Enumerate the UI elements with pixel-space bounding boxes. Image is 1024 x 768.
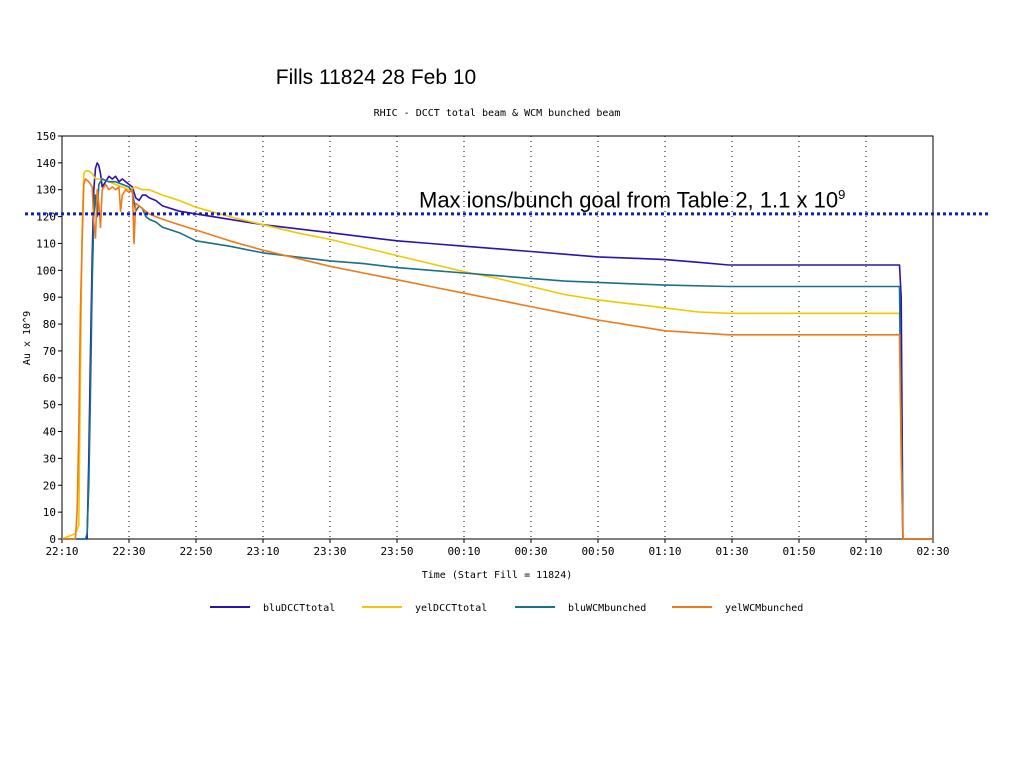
series-line-bluDCCTtotal <box>62 162 933 540</box>
y-tick-label: 150 <box>36 130 56 143</box>
y-tick-label: 130 <box>36 184 56 197</box>
legend-label-bluWCMbunched: bluWCMbunched <box>568 603 646 614</box>
y-tick-label: 70 <box>43 345 56 358</box>
y-tick-label: 40 <box>43 426 56 439</box>
x-tick-label: 23:10 <box>246 545 279 558</box>
y-tick-label: 60 <box>43 372 56 385</box>
chart-title: RHIC - DCCT total beam & WCM bunched bea… <box>374 108 621 119</box>
legend-label-yelDCCTtotal: yelDCCTtotal <box>415 603 487 614</box>
series-layer <box>61 162 933 540</box>
legend: bluDCCTtotal yelDCCTtotal bluWCMbunched yel… <box>210 603 803 614</box>
y-tick-label: 80 <box>43 318 56 331</box>
x-axis: 22:10 22:30 22:50 23:10 23:30 23:50 00:10 00:30… <box>45 539 950 558</box>
y-tick-label: 110 <box>36 237 56 250</box>
x-tick-label: 22:30 <box>112 545 145 558</box>
x-tick-label: 23:30 <box>313 545 346 558</box>
plot-area <box>61 135 934 540</box>
x-tick-label: 22:50 <box>179 545 212 558</box>
x-tick-label: 02:10 <box>849 545 882 558</box>
y-tick-label: 90 <box>43 291 56 304</box>
y-tick-label: 50 <box>43 399 56 412</box>
x-tick-label: 02:30 <box>916 545 949 558</box>
y-axis-label: Au x 10^9 <box>22 311 33 365</box>
y-tick-label: 0 <box>49 533 56 546</box>
x-tick-label: 22:10 <box>45 545 78 558</box>
x-tick-label: 00:50 <box>581 545 614 558</box>
x-tick-label: 23:50 <box>380 545 413 558</box>
y-tick-label: 30 <box>43 452 56 465</box>
goal-annotation-exponent: 9 <box>838 187 846 202</box>
slide-title: Fills 11824 28 Feb 10 <box>275 66 477 89</box>
series-line-bluWCMbunched <box>62 178 933 540</box>
series-line-yelWCMbunched <box>62 178 933 540</box>
series-line-yelDCCTtotal <box>61 170 933 540</box>
x-tick-label: 01:10 <box>648 545 681 558</box>
x-tick-label: 01:50 <box>782 545 815 558</box>
goal-annotation: Max ions/bunch goal from Table 2, 1.1 x … <box>419 187 845 213</box>
y-tick-label: 100 <box>36 264 56 277</box>
x-tick-label: 00:30 <box>514 545 547 558</box>
x-tick-label: 00:10 <box>447 545 480 558</box>
y-tick-label: 140 <box>36 157 56 170</box>
x-tick-label: 01:30 <box>715 545 748 558</box>
grid <box>128 136 867 539</box>
legend-label-yelWCMbunched: yelWCMbunched <box>725 603 803 614</box>
y-tick-label: 10 <box>43 506 56 519</box>
goal-annotation-text: Max ions/bunch goal from Table 2, 1.1 x … <box>419 187 839 213</box>
x-axis-label: Time (Start Fill = 11824) <box>422 570 573 581</box>
y-tick-label: 20 <box>43 479 56 492</box>
legend-label-bluDCCTtotal: bluDCCTtotal <box>263 603 335 614</box>
